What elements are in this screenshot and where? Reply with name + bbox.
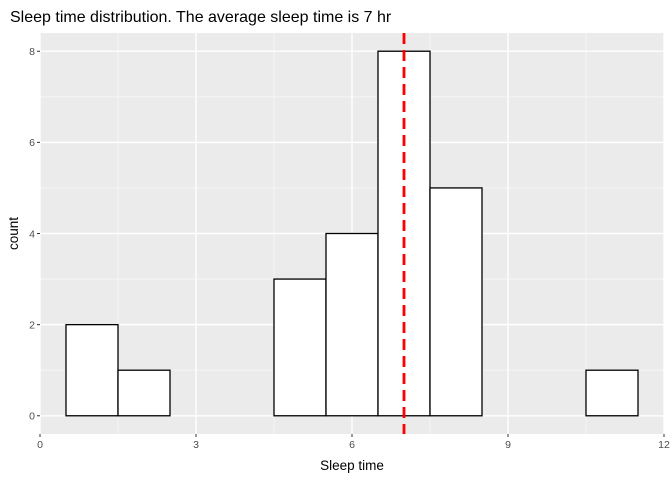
x-tick-label: 12 [658,439,670,451]
y-tick-label: 6 [29,137,35,149]
x-axis: 0 3 6 9 12 [37,434,670,451]
x-tick-label: 0 [37,439,43,451]
histogram-bar [429,187,483,417]
histogram-bar [117,369,171,417]
y-tick-label: 4 [29,228,35,240]
histogram-bar [273,278,327,417]
y-tick-label: 0 [29,411,35,423]
histogram-bar [65,323,119,417]
histogram-bar [325,232,379,417]
x-tick-label: 3 [193,439,199,451]
y-tick-label: 8 [29,46,35,58]
histogram-bars [65,50,639,417]
histogram-bar [585,369,639,417]
x-tick-label: 9 [505,439,511,451]
chart-title: Sleep time distribution. The average sle… [10,9,392,26]
x-tick-label: 6 [349,439,355,451]
x-axis-label: Sleep time [320,458,384,473]
y-axis-label: count [6,217,21,250]
y-tick-label: 2 [29,319,35,331]
y-axis: 0 2 4 6 8 [29,46,40,423]
